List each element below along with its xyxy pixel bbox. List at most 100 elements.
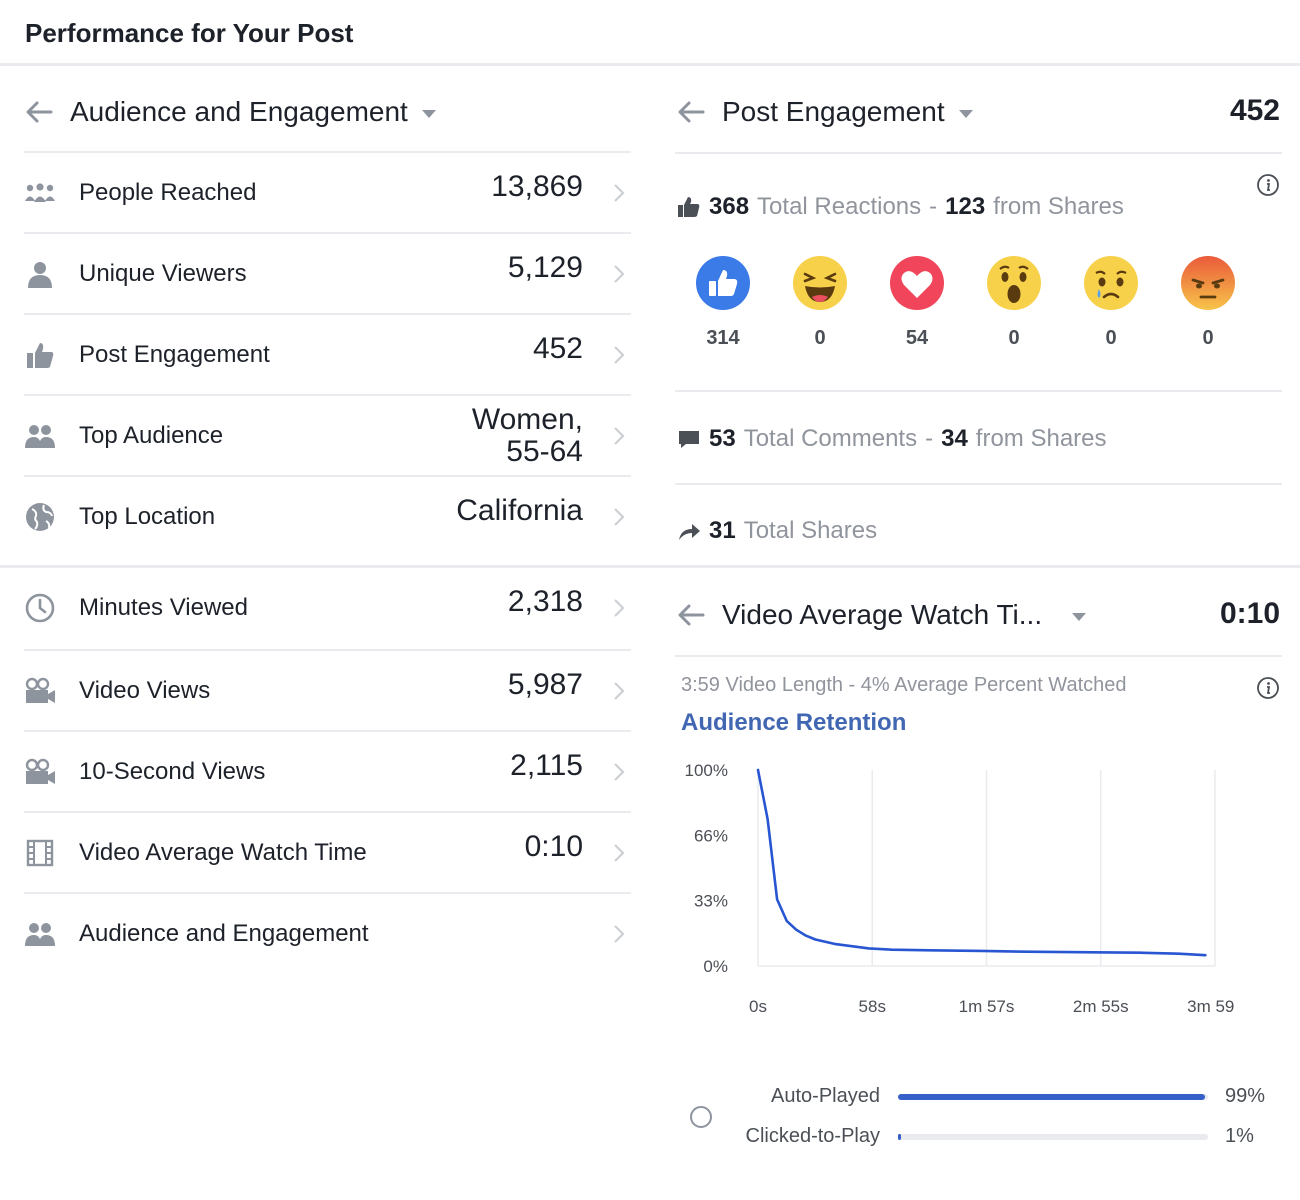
- metric-value: 13,869: [491, 170, 583, 203]
- back-arrow-icon[interactable]: [676, 600, 706, 630]
- reaction-count: 0: [814, 327, 826, 349]
- reaction-sad: 0: [1081, 255, 1141, 350]
- section-divider: [0, 565, 1300, 568]
- metric-row-people-reached[interactable]: People Reached 13,869: [24, 151, 631, 231]
- metric-row-video-views[interactable]: Video Views 5,987: [24, 649, 631, 729]
- clicked-to-play-bar: [898, 1134, 1208, 1140]
- person-icon: [28, 262, 52, 288]
- video-camera-icon: [25, 677, 55, 703]
- thumbs-up-icon: [27, 343, 54, 368]
- chevron-right-icon[interactable]: [613, 598, 625, 618]
- separator: -: [925, 425, 934, 452]
- metric-value: 452: [532, 332, 583, 365]
- radio-button[interactable]: [690, 1106, 712, 1128]
- metric-label: Top Audience: [79, 422, 224, 449]
- reaction-count: 54: [905, 327, 929, 349]
- metric-label: Video Average Watch Time: [79, 839, 367, 866]
- metric-value: 5,987: [507, 668, 583, 701]
- chevron-down-icon[interactable]: [421, 110, 436, 118]
- chevron-right-icon[interactable]: [613, 843, 625, 863]
- chevron-right-icon[interactable]: [613, 762, 625, 782]
- reaction-wow: 0: [984, 255, 1044, 350]
- chart-title[interactable]: Audience Retention: [681, 709, 907, 736]
- angry-reaction-icon: [1181, 256, 1235, 310]
- comments-shares: 34: [941, 425, 968, 452]
- metric-value: 5,129: [507, 251, 583, 284]
- love-reaction-icon: [890, 256, 944, 310]
- reaction-love: 54: [887, 255, 947, 350]
- metric-label: Video Views: [79, 677, 211, 704]
- comments-total: 53: [709, 425, 736, 452]
- metric-value-line-2: 55-64: [506, 435, 583, 468]
- metric-row-top-audience[interactable]: Top Audience Women, 55-64: [24, 394, 631, 474]
- info-icon[interactable]: [1256, 676, 1280, 700]
- divider: [675, 655, 1282, 657]
- metric-label: Unique Viewers: [79, 260, 247, 287]
- reactions-total-label: Total Reactions: [757, 193, 922, 220]
- auto-played-percent: 99%: [1225, 1085, 1266, 1107]
- reactions-shares-label: from Shares: [993, 193, 1124, 220]
- audience-panel-title[interactable]: Audience and Engagement: [70, 96, 408, 127]
- divider: [675, 152, 1282, 154]
- globe-icon: [26, 503, 54, 531]
- reaction-count: 0: [1105, 327, 1117, 349]
- metric-label: Audience and Engagement: [79, 920, 369, 947]
- y-tick-label: 100%: [685, 761, 728, 780]
- chevron-right-icon[interactable]: [613, 264, 625, 284]
- retention-line: [756, 768, 1207, 957]
- metric-label: Minutes Viewed: [79, 594, 248, 621]
- thumbs-up-icon: [678, 197, 700, 217]
- metric-row-minutes-viewed[interactable]: Minutes Viewed 2,318: [24, 568, 631, 648]
- separator: -: [929, 193, 938, 220]
- x-tick-label: 1m 57s: [959, 997, 1015, 1016]
- metric-row-unique-viewers[interactable]: Unique Viewers 5,129: [24, 232, 631, 312]
- x-tick-label: 3m 59s: [1187, 997, 1235, 1016]
- film-icon: [26, 839, 54, 867]
- wow-reaction-icon: [987, 256, 1041, 310]
- comments-shares-label: from Shares: [975, 425, 1107, 452]
- engagement-panel-header: Post Engagement: [676, 82, 1076, 142]
- group-icon: [25, 425, 55, 448]
- watch-panel-title[interactable]: Video Average Watch Ti...: [722, 599, 1043, 630]
- reactions-summary: 368 Total Reactions - 123 from Shares: [677, 193, 1124, 221]
- metric-value: 2,115: [510, 749, 583, 782]
- metric-row-audience-and-engagement[interactable]: Audience and Engagement: [24, 892, 631, 972]
- reactions-total: 368: [709, 193, 750, 220]
- back-arrow-icon[interactable]: [676, 97, 706, 127]
- chevron-right-icon[interactable]: [613, 924, 625, 944]
- shares-total: 31: [709, 517, 736, 544]
- clicked-to-play-bar-fill: [898, 1134, 902, 1140]
- metric-row-10-second-views[interactable]: 10-Second Views 2,115: [24, 730, 631, 810]
- chevron-right-icon[interactable]: [613, 183, 625, 203]
- chevron-right-icon[interactable]: [613, 507, 625, 527]
- metric-value: 0:10: [524, 830, 583, 863]
- metric-row-post-engagement[interactable]: Post Engagement 452: [24, 313, 631, 393]
- watch-panel-header: Video Average Watch Ti...: [676, 585, 1096, 645]
- comments-total-label: Total Comments: [743, 425, 918, 452]
- metric-row-video-average-watch-time[interactable]: Video Average Watch Time 0:10: [24, 811, 631, 891]
- reaction-haha: 0: [790, 255, 850, 350]
- chevron-down-icon[interactable]: [958, 110, 973, 118]
- clicked-to-play-percent: 1%: [1225, 1125, 1254, 1147]
- x-tick-label: 58s: [859, 997, 886, 1016]
- chevron-right-icon[interactable]: [613, 345, 625, 365]
- reaction-angry: 0: [1178, 255, 1238, 350]
- engagement-panel-title[interactable]: Post Engagement: [722, 96, 945, 127]
- info-icon[interactable]: [1256, 173, 1280, 197]
- engagement-total: 452: [1229, 94, 1280, 127]
- chevron-right-icon[interactable]: [613, 681, 625, 701]
- back-arrow-icon[interactable]: [24, 97, 54, 127]
- chevron-down-icon[interactable]: [1072, 613, 1087, 621]
- y-tick-label: 0%: [703, 957, 728, 976]
- sad-reaction-icon: [1084, 256, 1138, 310]
- comments-summary: 53 Total Comments - 34 from Shares: [677, 425, 1107, 453]
- share-arrow-icon: [679, 524, 700, 540]
- auto-played-bar: [898, 1094, 1208, 1100]
- metric-label: Post Engagement: [79, 341, 270, 368]
- auto-played-label: Auto-Played: [771, 1085, 880, 1107]
- audience-retention-chart: 0s 58s 1m 57s 2m 55s 3m 59s 100% 66% 33% 0%: [685, 761, 1235, 1016]
- chevron-right-icon[interactable]: [613, 426, 625, 446]
- metric-row-top-location[interactable]: Top Location California: [24, 475, 631, 555]
- reaction-like: 314: [693, 255, 753, 350]
- group-icon: [25, 923, 55, 946]
